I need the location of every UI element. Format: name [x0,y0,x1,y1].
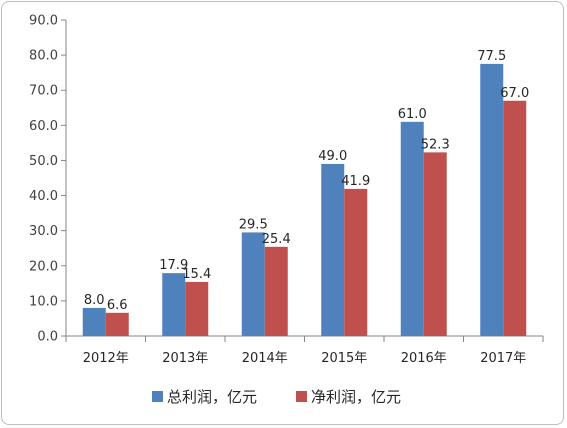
y-tick-label: 90.0 [29,14,58,29]
data-label: 15.4 [182,267,211,282]
bar-total-profit [321,163,345,336]
bar-net-profit [423,152,447,336]
bar-net-profit [264,246,288,336]
bar-total-profit [82,307,106,336]
data-label: 25.4 [262,232,291,247]
data-label: 77.5 [477,49,506,64]
bar-total-profit [241,232,265,336]
bar-total-profit [162,273,186,336]
legend-label: 净利润，亿元 [311,388,401,406]
bar-net-profit [344,188,368,336]
data-labels: 8.0 17.9 29.5 49.0 61.0 77.5 6.6 15.4 25.4 41.9 52… [84,49,529,313]
data-label: 6.6 [107,298,128,313]
data-label: 52.3 [421,137,450,152]
bar-net-profit [185,281,209,336]
x-category-label: 2015年 [321,351,367,366]
legend-swatch [296,391,307,402]
data-label: 29.5 [239,217,268,232]
bar-net-profit [503,100,527,336]
data-label: 8.0 [84,293,105,308]
legend: 总利润，亿元 净利润，亿元 [152,388,401,406]
bar-total-profit [480,63,504,337]
y-tick-label: 40.0 [29,189,58,204]
y-tick-label: 0.0 [37,330,58,345]
x-axis: 2012年 2013年 2014年 2015年 2016年 2017年 [65,335,544,366]
y-tick-label: 60.0 [29,119,58,134]
y-tick-label: 20.0 [29,259,58,274]
bar-net-profit [105,312,129,336]
y-tick-label: 70.0 [29,84,58,99]
data-label: 61.0 [398,107,427,122]
bars [82,63,527,337]
x-category-label: 2014年 [242,351,288,366]
x-category-label: 2016年 [401,351,447,366]
y-tick-label: 30.0 [29,224,58,239]
data-label: 41.9 [341,174,370,189]
y-tick-label: 10.0 [29,294,58,309]
y-axis: 0.0 10.0 20.0 30.0 40.0 50.0 60.0 70.0 80.0 90.0 [29,14,67,345]
y-tick-label: 80.0 [29,49,58,64]
x-category-label: 2013年 [162,351,208,366]
data-label: 17.9 [159,258,188,273]
x-category-label: 2017年 [480,351,526,366]
bar-total-profit [400,121,424,336]
legend-label: 总利润，亿元 [167,388,257,406]
data-label: 67.0 [500,86,529,101]
legend-swatch [152,391,163,402]
data-label: 49.0 [318,149,347,164]
y-tick-label: 50.0 [29,154,58,169]
x-category-label: 2012年 [83,351,129,366]
